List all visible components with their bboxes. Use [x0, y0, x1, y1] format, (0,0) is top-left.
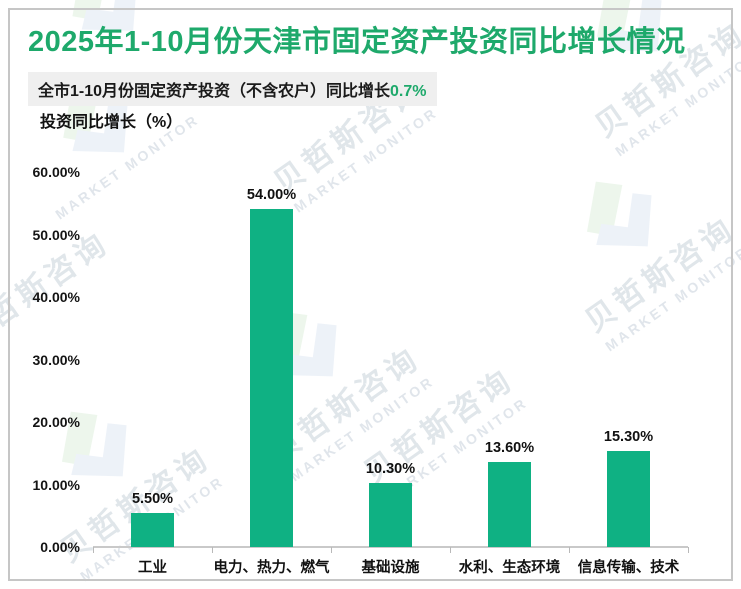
- bar-value-label: 15.30%: [603, 429, 654, 445]
- page-title: 2025年1-10月份天津市固定资产投资同比增长情况: [28, 26, 686, 58]
- bar: [607, 451, 650, 547]
- category-label: 基础设施: [361, 560, 420, 576]
- watermark-text-en: MARKET MONITOR: [602, 242, 741, 355]
- x-axis-tick: [569, 547, 570, 553]
- bar-value-label: 54.00%: [246, 187, 297, 203]
- category-label: 电力、热力、燃气: [213, 560, 330, 576]
- bar: [131, 513, 174, 547]
- y-tick-label: 0.00%: [40, 539, 80, 555]
- watermark-text-cn: 贝哲斯咨询: [579, 211, 741, 339]
- category-label: 工业: [138, 560, 167, 576]
- bar-value-label: 13.60%: [484, 440, 535, 456]
- y-tick-label: 60.00%: [32, 164, 80, 180]
- watermark-text-en: MARKET MONITOR: [612, 47, 741, 160]
- bar: [488, 462, 531, 547]
- category-label: 信息传输、技术: [577, 560, 680, 576]
- watermark-text-en: MARKET MONITOR: [290, 104, 441, 216]
- x-axis-tick: [450, 547, 451, 553]
- subtitle-highlight-value: 0.7%: [390, 83, 427, 100]
- brand-logo-icon: [556, 153, 681, 278]
- x-axis-line: [93, 546, 688, 548]
- watermark: 贝哲斯咨询 MARKET MONITOR: [207, 259, 439, 486]
- x-axis-tick: [212, 547, 213, 553]
- y-axis-title: 投资同比增长（%）: [40, 114, 183, 131]
- bar-value-label: 5.50%: [131, 491, 174, 507]
- y-tick-label: 30.00%: [32, 351, 80, 368]
- watermark: 贝哲斯咨询 MARKET MONITOR: [522, 129, 741, 356]
- y-tick-label: 10.00%: [32, 476, 80, 493]
- bar-value-label: 10.30%: [365, 461, 416, 477]
- bar: [369, 483, 412, 547]
- x-axis-tick: [331, 547, 332, 553]
- y-tick-label: 20.00%: [32, 414, 80, 430]
- subtitle-text: 全市1-10月份固定资产投资（不含农户）同比增长: [38, 83, 391, 100]
- x-axis-tick: [688, 547, 689, 553]
- y-tick-label: 50.00%: [32, 226, 80, 243]
- subtitle: 全市1-10月份固定资产投资（不含农户）同比增长0.7%: [28, 72, 437, 106]
- x-axis-tick: [93, 547, 94, 553]
- bar: [250, 209, 293, 547]
- y-tick-label: 40.00%: [32, 289, 80, 305]
- category-label: 水利、生态环境: [458, 560, 561, 576]
